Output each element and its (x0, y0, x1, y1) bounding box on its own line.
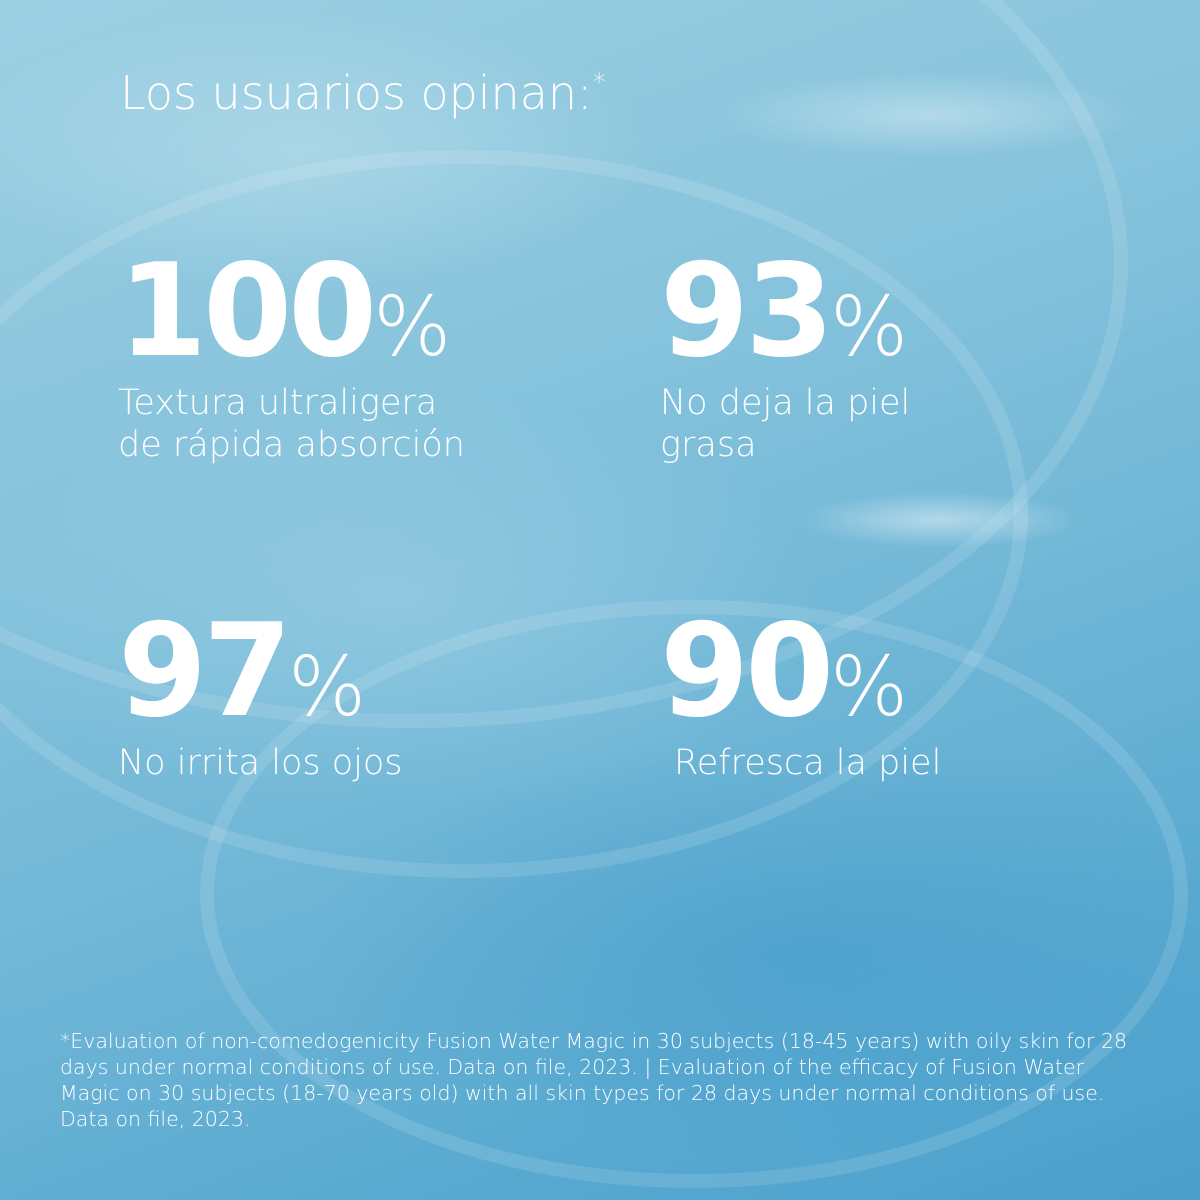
stat-label: Textura ultraligera (118, 383, 438, 423)
stat-unit: % (830, 640, 909, 735)
stat-label: Refresca la piel (674, 743, 942, 783)
stat-unit: % (830, 280, 909, 375)
stat-value: 90 (660, 597, 834, 746)
stat-refreshing: 90% Refresca la piel (660, 608, 941, 784)
footnote-marker: * (592, 68, 606, 98)
stat-no-eye-irritation: 97% No irrita los ojos (118, 608, 403, 784)
title-text: Los usuarios opinan: (120, 66, 593, 120)
stat-unit: % (373, 280, 452, 375)
stat-label: grasa (660, 425, 757, 465)
stat-texture: 100% Textura ultraligera de rápida absorc… (118, 248, 465, 466)
stat-unit: % (288, 640, 367, 735)
stat-label: No irrita los ojos (118, 743, 403, 783)
stat-value: 93 (660, 237, 834, 386)
stat-value: 100 (118, 237, 377, 386)
stat-label: No deja la piel (660, 383, 911, 423)
footnote: *Evaluation of non-comedogenicity Fusion… (60, 1029, 1128, 1131)
stat-value: 97 (118, 597, 292, 746)
stat-label: de rápida absorción (118, 425, 465, 465)
page-title: Los usuarios opinan:* (120, 66, 606, 120)
stat-not-greasy: 93% No deja la piel grasa (660, 248, 910, 466)
